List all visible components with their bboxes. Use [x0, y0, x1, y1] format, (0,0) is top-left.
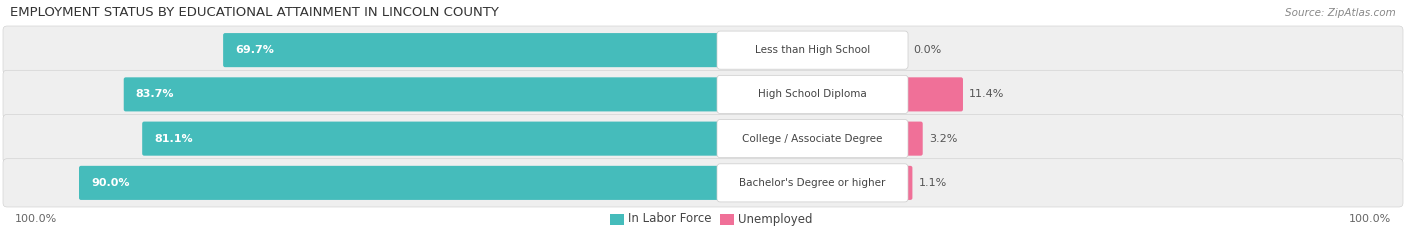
Text: 100.0%: 100.0% [15, 214, 58, 224]
Text: 90.0%: 90.0% [91, 178, 129, 188]
Text: High School Diploma: High School Diploma [758, 89, 868, 99]
FancyBboxPatch shape [610, 214, 624, 225]
FancyBboxPatch shape [3, 26, 1403, 74]
FancyBboxPatch shape [142, 122, 723, 156]
Text: 0.0%: 0.0% [912, 45, 941, 55]
FancyBboxPatch shape [3, 114, 1403, 163]
Text: Unemployed: Unemployed [738, 212, 813, 226]
FancyBboxPatch shape [720, 214, 734, 225]
FancyBboxPatch shape [3, 159, 1403, 207]
FancyBboxPatch shape [903, 122, 922, 156]
Text: College / Associate Degree: College / Associate Degree [742, 134, 883, 144]
Text: Source: ZipAtlas.com: Source: ZipAtlas.com [1285, 8, 1396, 18]
FancyBboxPatch shape [717, 164, 908, 202]
Text: 100.0%: 100.0% [1348, 214, 1391, 224]
FancyBboxPatch shape [903, 77, 963, 111]
FancyBboxPatch shape [224, 33, 723, 67]
Text: 69.7%: 69.7% [235, 45, 274, 55]
Text: 81.1%: 81.1% [155, 134, 193, 144]
Text: Less than High School: Less than High School [755, 45, 870, 55]
FancyBboxPatch shape [717, 120, 908, 158]
FancyBboxPatch shape [3, 70, 1403, 119]
Text: Bachelor's Degree or higher: Bachelor's Degree or higher [740, 178, 886, 188]
Text: In Labor Force: In Labor Force [628, 212, 711, 226]
Text: 83.7%: 83.7% [136, 89, 174, 99]
FancyBboxPatch shape [717, 75, 908, 113]
Text: EMPLOYMENT STATUS BY EDUCATIONAL ATTAINMENT IN LINCOLN COUNTY: EMPLOYMENT STATUS BY EDUCATIONAL ATTAINM… [10, 7, 499, 20]
Text: 3.2%: 3.2% [929, 134, 957, 144]
Text: 1.1%: 1.1% [918, 178, 946, 188]
Text: 11.4%: 11.4% [969, 89, 1004, 99]
FancyBboxPatch shape [717, 31, 908, 69]
FancyBboxPatch shape [79, 166, 723, 200]
FancyBboxPatch shape [124, 77, 723, 111]
FancyBboxPatch shape [903, 166, 912, 200]
